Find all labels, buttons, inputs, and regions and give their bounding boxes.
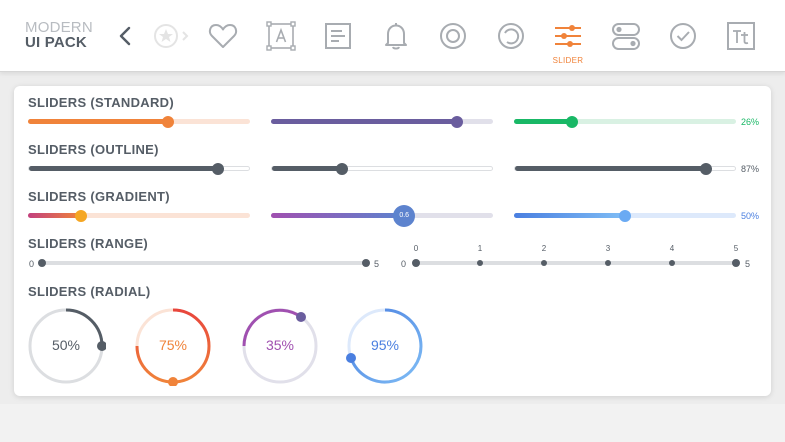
slider-fill [271,119,458,124]
range-handle-min[interactable] [412,259,420,267]
radial-value: 75% [158,337,188,353]
range-handle-min[interactable] [38,259,46,267]
range-tick-label: 4 [669,244,675,253]
nav-item-toggles[interactable] [601,0,651,72]
nav-item-document[interactable] [313,0,363,72]
slider-standard-2[interactable] [271,115,493,128]
radial-graphic [346,308,423,384]
document-icon [325,23,351,49]
radial-value: 50% [51,337,81,353]
range-step-dot [669,260,675,266]
logo-line-2: UI PACK [25,34,87,51]
slider-thumb[interactable] [75,209,88,222]
section-title-outline: SLIDERS (OUTLINE) [28,142,159,157]
logo-line-1: MODERN [25,19,93,36]
radial-graphic [242,308,318,384]
typography-icon [727,22,755,50]
range-2-max-label: 5 [745,259,751,269]
slider-standard-3-value: 26% [741,117,760,127]
sliders-panel [14,86,771,396]
range-step-dot [477,260,483,266]
slider-thumb[interactable] [336,162,349,175]
nav-item-check[interactable] [658,0,708,72]
nav-item-text-box[interactable] [256,0,306,72]
text-box-icon [266,21,296,51]
slider-standard-1[interactable] [28,115,250,128]
nav-item-heart[interactable] [198,0,248,72]
check-circle-icon [670,23,696,49]
slider-thumb[interactable] [161,115,174,128]
slider-gradient-3-value: 50% [741,211,760,221]
radial-slider-4[interactable]: 95% [345,306,425,386]
radial-slider-1[interactable]: 50% [26,306,106,386]
nav-item-label: SLIDER [552,56,584,65]
heart-icon [208,24,238,48]
radial-graphic [28,308,106,384]
toggles-icon [612,23,640,50]
slider-gradient-2[interactable]: 0.6 [271,204,493,227]
range-tick-label: 0 [413,244,419,253]
nav-item-radio[interactable] [428,0,478,72]
slider-fill [28,213,82,218]
range-slider-1[interactable] [38,259,370,267]
footer-strip [0,404,785,442]
star-badge-icon [154,24,189,48]
slider-thumb[interactable] [451,115,464,128]
slider-fill [514,213,625,218]
sliders-icon [555,25,581,47]
range-tick-label: 5 [733,244,739,253]
slider-thumb[interactable] [619,209,631,222]
range-tick-label: 2 [541,244,547,253]
slider-fill [515,166,707,171]
range-step-dot [541,260,547,266]
range-1-max-label: 5 [374,259,380,269]
radial-slider-3[interactable]: 35% [240,306,320,386]
range-handle-max[interactable] [732,259,740,267]
nav-item-typography[interactable] [716,0,766,72]
slider-thumb[interactable] [212,162,225,175]
slider-fill [272,166,343,171]
top-navigation-bar: MODERN UI PACK [0,0,785,72]
radial-slider-2[interactable]: 75% [133,306,213,386]
radio-icon [440,23,466,49]
radial-graphic [135,308,211,386]
nav-item-badge[interactable] [141,0,191,72]
radial-value: 95% [370,337,400,353]
nav-item-bell[interactable] [371,0,421,72]
slider-fill [271,213,405,218]
slider-standard-3[interactable] [514,115,736,128]
slider-outline-1[interactable] [28,162,250,175]
range-handle-max[interactable] [362,259,370,267]
slider-fill [29,166,219,171]
logo: MODERN UI PACK [25,20,93,50]
range-slider-2[interactable]: 0 1 2 3 4 5 [412,244,740,267]
section-title-standard: SLIDERS (STANDARD) [28,95,174,110]
section-title-gradient: SLIDERS (GRADIENT) [28,189,170,204]
range-1-min-label: 0 [29,259,35,269]
chevron-left-icon[interactable] [117,22,133,50]
slider-outline-3[interactable] [514,162,736,175]
slider-fill [514,119,572,124]
range-2-min-label: 0 [401,259,407,269]
slider-fill [28,119,168,124]
range-step-dot [605,260,611,266]
section-title-range: SLIDERS (RANGE) [28,236,149,251]
slider-thumb[interactable] [565,115,578,128]
slider-outline-3-value: 87% [741,164,760,174]
loader-icon [498,23,524,49]
range-tick-label: 1 [477,244,483,253]
slider-thumb-value-bubble[interactable]: 0.6 [393,204,416,227]
slider-gradient-3[interactable] [514,209,736,222]
slider-outline-2[interactable] [271,162,493,175]
slider-gradient-1[interactable] [28,209,250,222]
range-tick-label: 3 [605,244,611,253]
slider-thumb[interactable] [700,162,713,175]
radial-value: 35% [265,337,295,353]
bell-icon [385,23,407,50]
section-title-radial: SLIDERS (RADIAL) [28,284,151,299]
nav-item-loader[interactable] [486,0,536,72]
nav-item-slider[interactable]: SLIDER [543,0,593,72]
